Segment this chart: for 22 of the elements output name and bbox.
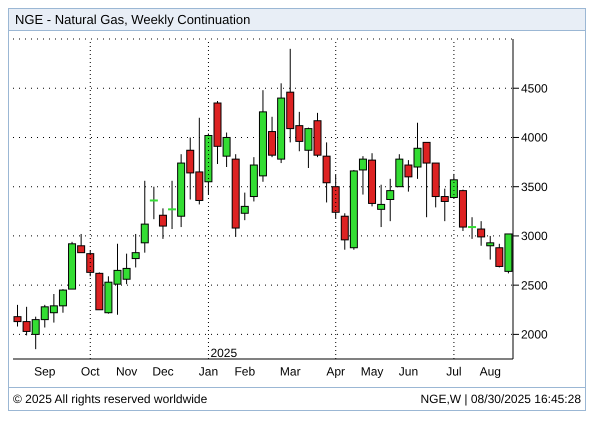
x-tick-label: Jul xyxy=(446,364,462,379)
y-tick-label: 4000 xyxy=(521,130,548,145)
y-tick-label: 3500 xyxy=(521,180,548,194)
x-tick-label: Mar xyxy=(280,364,301,379)
y-tick-label: 4500 xyxy=(521,81,548,96)
text: NGE,W | 08/30/2025 16:45:28 xyxy=(420,392,581,406)
y-tick-label: 3000 xyxy=(521,229,548,244)
text: © 2025 All rights reserved worldwide xyxy=(13,392,208,406)
x-tick-label: Aug xyxy=(480,364,501,379)
y-tick-label: 2500 xyxy=(521,278,548,292)
x-tick-label: Apr xyxy=(326,364,346,379)
ref-line-label: 2025 xyxy=(210,346,238,360)
x-tick-label: Jan xyxy=(198,364,218,379)
x-tick-label: Jun xyxy=(398,364,418,379)
y-tick-label: 2000 xyxy=(521,328,548,342)
x-tick-label: Feb xyxy=(234,364,256,379)
x-tick-label: Oct xyxy=(80,364,100,379)
chart-title: NGE - Natural Gas, Weekly Continuation xyxy=(9,9,585,31)
x-tick-label: Dec xyxy=(152,364,174,379)
x-tick-label: May xyxy=(360,364,384,379)
x-tick-label: Sep xyxy=(34,364,56,379)
x-tick-label: Nov xyxy=(116,364,138,379)
